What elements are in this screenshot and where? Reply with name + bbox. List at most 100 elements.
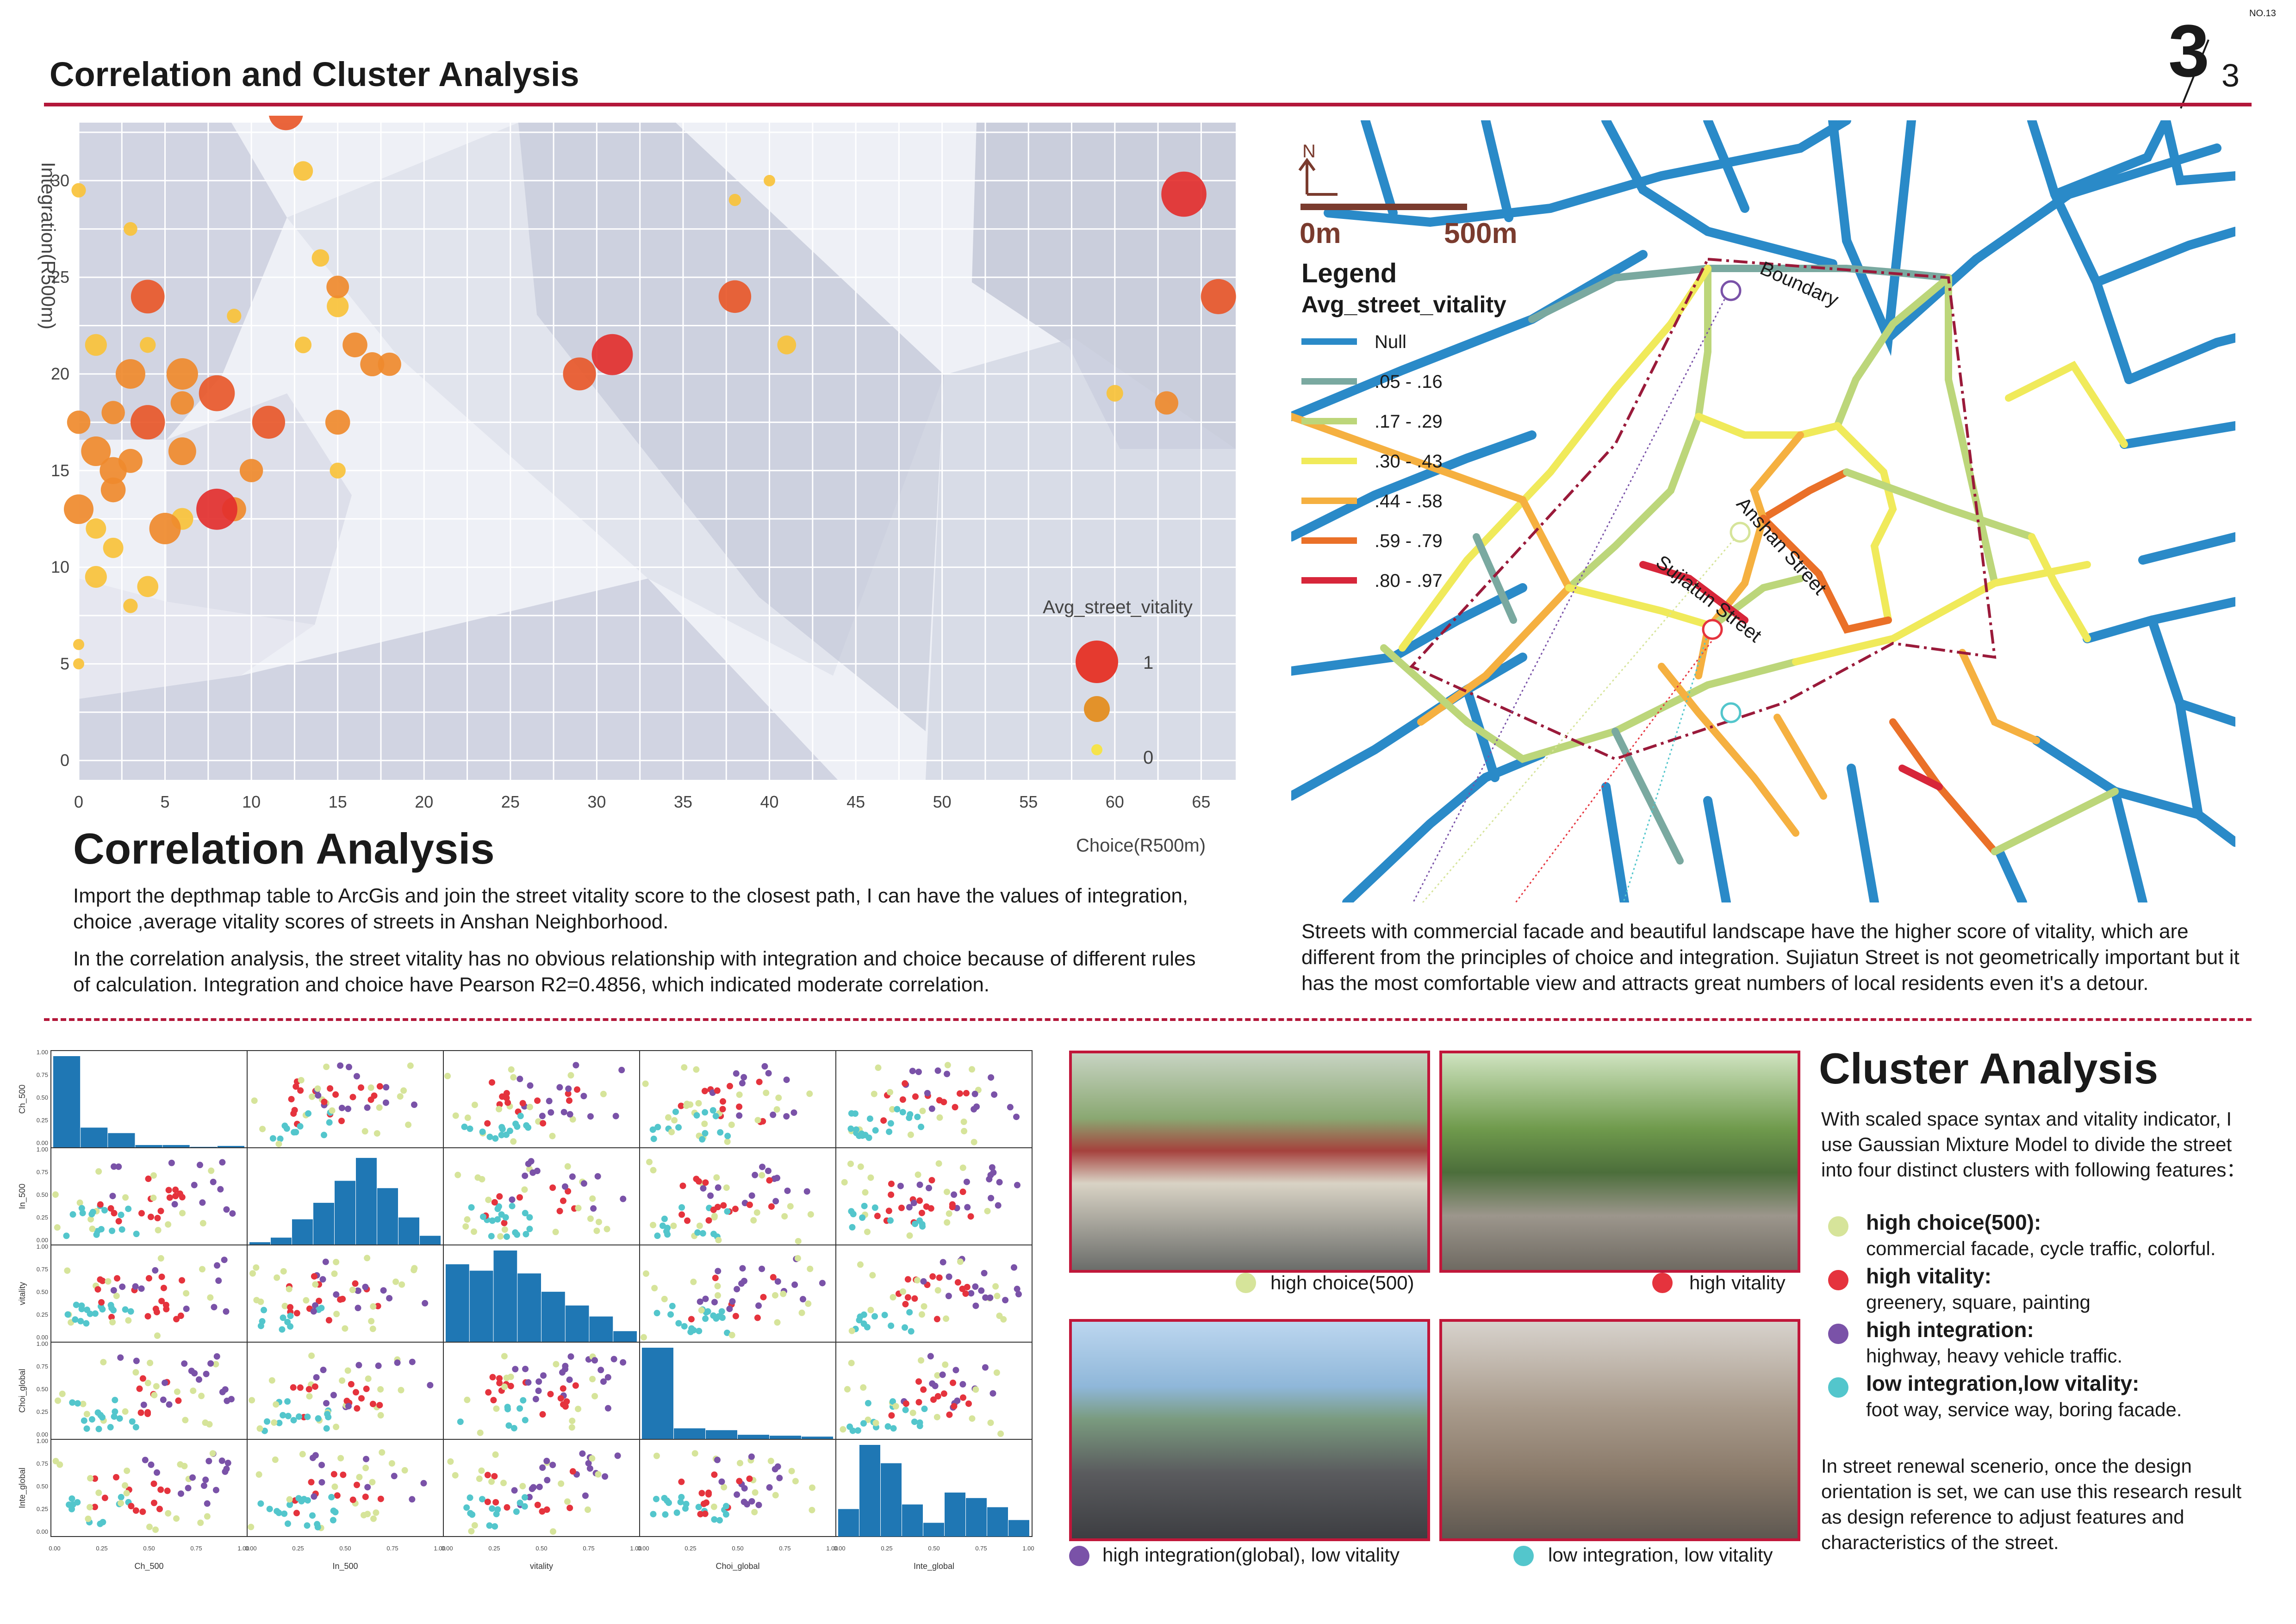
matrix-dot <box>711 1516 718 1523</box>
matrix-dot <box>496 1380 503 1387</box>
matrix-dot <box>153 1383 160 1390</box>
matrix-dot <box>990 1169 997 1176</box>
matrix-dot <box>382 1099 389 1106</box>
feature-head-high-choice: high choice(500): <box>1866 1210 2041 1234</box>
matrix-dot <box>516 1076 523 1083</box>
histogram-bar <box>881 1463 902 1537</box>
matrix-dot <box>684 1217 691 1224</box>
matrix-dot <box>373 1509 380 1516</box>
matrix-dot <box>323 1064 330 1070</box>
matrix-dot <box>963 1178 970 1185</box>
correlation-paragraph-2: In the correlation analysis, the street … <box>73 947 1196 996</box>
matrix-dot <box>853 1126 860 1133</box>
matrix-dot <box>700 1185 707 1192</box>
matrix-dot <box>144 1410 151 1417</box>
histogram-bar <box>945 1492 965 1537</box>
matrix-dot <box>916 1197 923 1204</box>
matrix-dot <box>724 1138 731 1145</box>
matrix-dot <box>108 1313 115 1320</box>
matrix-dot <box>509 1202 516 1209</box>
matrix-dot <box>72 1316 79 1323</box>
matrix-dot <box>286 1286 292 1293</box>
matrix-dot <box>464 1216 471 1223</box>
data-point <box>239 459 263 482</box>
matrix-dot <box>479 1496 485 1503</box>
matrix-dot <box>693 1112 700 1119</box>
matrix-dot <box>997 1430 1004 1437</box>
matrix-row-label: Inte_global <box>18 1468 27 1508</box>
matrix-dot <box>147 1359 154 1366</box>
matrix-dot <box>112 1408 118 1415</box>
matrix-dot <box>287 1304 294 1311</box>
matrix-dot <box>312 1281 319 1288</box>
matrix-dot <box>122 1194 129 1201</box>
matrix-cell <box>639 1439 836 1537</box>
matrix-dot <box>520 1397 527 1404</box>
matrix-dot <box>752 1171 759 1178</box>
matrix-dot <box>373 1130 380 1137</box>
matrix-dot <box>526 1226 533 1232</box>
matrix-dot <box>712 1275 719 1282</box>
matrix-dot <box>286 1496 293 1503</box>
matrix-dot <box>687 1101 694 1108</box>
matrix-dot <box>150 1172 157 1179</box>
matrix-dot <box>80 1400 87 1407</box>
y-tick-label: 10 <box>51 558 69 577</box>
matrix-dot <box>791 1281 798 1288</box>
matrix-dot <box>516 1500 523 1506</box>
matrix-dot <box>111 1413 118 1420</box>
matrix-dot <box>650 1221 657 1228</box>
matrix-dot <box>696 1327 703 1334</box>
matrix-dot <box>557 1395 564 1402</box>
matrix-dot <box>760 1294 767 1300</box>
matrix-dot <box>945 1293 952 1300</box>
histogram-bar <box>738 1435 769 1439</box>
matrix-dot <box>718 1308 725 1315</box>
data-point <box>1106 385 1123 402</box>
matrix-dot <box>338 1104 345 1111</box>
matrix-dot <box>899 1109 906 1116</box>
matrix-dot <box>221 1257 228 1263</box>
matrix-dot <box>908 1328 915 1335</box>
matrix-dot <box>959 1394 966 1401</box>
matrix-dot <box>904 1276 911 1283</box>
matrix-dot <box>281 1510 288 1517</box>
matrix-dot <box>331 1483 338 1490</box>
matrix-dot <box>474 1174 481 1181</box>
matrix-dot <box>310 1308 317 1315</box>
data-point <box>149 513 181 545</box>
matrix-dot <box>573 1086 580 1093</box>
matrix-dot <box>271 1419 278 1426</box>
matrix-dot <box>872 1127 879 1134</box>
matrix-dot <box>166 1194 173 1201</box>
matrix-dot <box>943 1188 950 1195</box>
matrix-dot <box>269 1135 276 1142</box>
matrix-dot <box>650 1135 657 1142</box>
matrix-dot <box>92 1475 99 1482</box>
matrix-dot <box>996 1179 1003 1186</box>
matrix-dot <box>492 1451 499 1458</box>
data-point <box>85 334 107 356</box>
matrix-dot <box>805 1300 812 1307</box>
matrix-dot <box>535 1388 542 1394</box>
matrix-dot <box>312 1452 319 1459</box>
matrix-dot <box>906 1232 913 1239</box>
matrix-dot <box>950 1379 957 1386</box>
x-tick-label: 5 <box>161 792 170 811</box>
matrix-dot <box>52 1457 59 1464</box>
matrix-x-tick: 0.75 <box>583 1545 594 1552</box>
matrix-dot <box>422 1300 429 1307</box>
matrix-dot <box>118 1226 125 1233</box>
feature-dot-low-integration <box>1828 1377 1848 1398</box>
feature-head-low-integration: low integration,low vitality: <box>1866 1371 2140 1395</box>
matrix-dot <box>320 1367 327 1374</box>
matrix-x-tick: 1.00 <box>630 1545 641 1552</box>
matrix-dot <box>284 1520 291 1527</box>
matrix-y-tick: 1.00 <box>37 1437 48 1444</box>
matrix-dot <box>125 1317 132 1324</box>
matrix-dot <box>363 1385 370 1392</box>
matrix-dot <box>741 1485 748 1492</box>
size-legend-label-low: 0 <box>1143 747 1153 768</box>
matrix-x-tick: 1.00 <box>434 1545 445 1552</box>
matrix-dot <box>897 1182 904 1189</box>
